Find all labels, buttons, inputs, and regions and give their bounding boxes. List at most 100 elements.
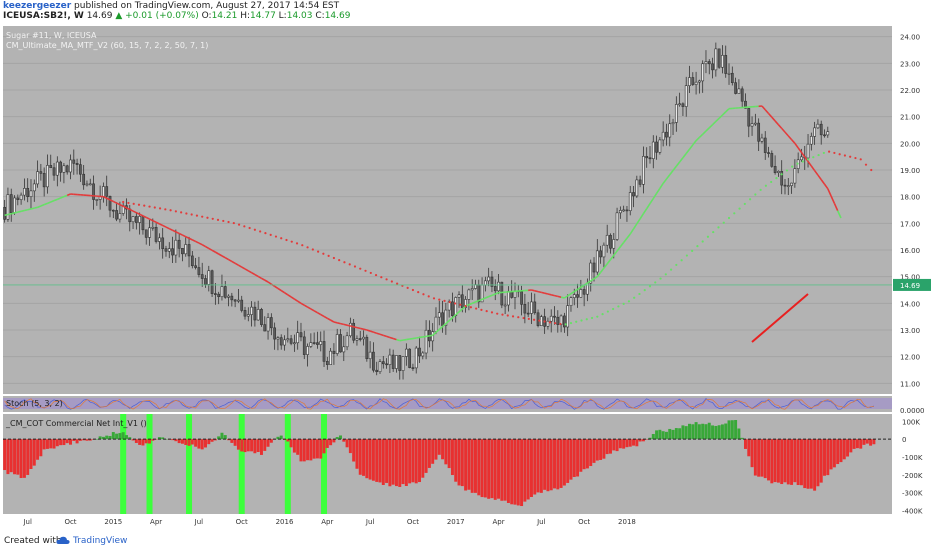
cot-bar: [793, 439, 797, 483]
cot-bar: [365, 439, 369, 479]
cot-bar: [562, 439, 566, 486]
candle-body: [352, 322, 356, 341]
candle-body: [566, 305, 570, 328]
candle: [148, 219, 151, 246]
candle: [563, 312, 566, 333]
cot-bar: [345, 439, 349, 448]
candle-body: [618, 210, 622, 214]
slow-ma-dot: [448, 301, 451, 304]
fast-ma-segment: [50, 199, 55, 203]
candle: [79, 158, 82, 182]
chart-area[interactable]: 24.00 23.00 22.00 21.00 20.00 19.00 18.00 17.00…: [0, 24, 932, 530]
price-axis-tick: 13.00: [900, 327, 920, 335]
candle: [105, 175, 109, 207]
cot-bar: [49, 439, 53, 449]
stoch-k-line: [4, 397, 875, 410]
fast-ma-segment: [162, 224, 167, 228]
candle: [174, 229, 178, 263]
slow-ma-dot: [327, 254, 330, 257]
cot-bar: [543, 439, 547, 490]
candle: [457, 291, 461, 308]
fast-ma-segment: [655, 187, 661, 194]
candle: [322, 330, 326, 367]
fast-ma-segment: [711, 120, 717, 126]
candle-body: [747, 108, 751, 127]
fast-ma-segment: [794, 142, 799, 149]
price-axis-tick: 21.00: [900, 114, 920, 122]
price-pane[interactable]: 24.00 23.00 22.00 21.00 20.00 19.00 18.00 17.00…: [3, 26, 931, 394]
candle-body: [753, 122, 757, 125]
fast-ma-segment: [820, 179, 826, 185]
candle-body: [322, 341, 326, 362]
cot-bar: [869, 439, 873, 446]
cot-bar: [39, 439, 43, 457]
fast-ma-segment: [422, 335, 427, 338]
candle-body: [635, 179, 639, 197]
cot-bar: [529, 439, 533, 497]
cot-bar: [569, 439, 573, 480]
price-axis-tick: 23.00: [900, 60, 920, 68]
fast-ma-segment: [37, 205, 42, 209]
candle: [289, 334, 293, 346]
slow-ma-dot: [606, 310, 609, 313]
candle: [39, 163, 43, 181]
slow-ma-dot: [132, 202, 135, 205]
candle-body: [694, 81, 698, 85]
candle: [339, 329, 342, 353]
cot-bar: [95, 439, 99, 440]
cot-bar: [213, 439, 217, 441]
fast-ma-segment: [475, 299, 480, 303]
slow-ma-dot: [422, 293, 425, 296]
fast-ma-segment: [313, 310, 318, 314]
cot-bar: [790, 439, 794, 485]
candle-body: [187, 244, 191, 257]
fast-ma-segment: [813, 170, 819, 176]
candle: [721, 45, 724, 74]
candle-body: [418, 347, 421, 357]
candle: [533, 293, 537, 315]
candle: [464, 296, 467, 313]
fast-ma-segment: [626, 233, 631, 239]
current-price-badge: [893, 278, 931, 291]
candle-body: [256, 309, 260, 321]
candle-body: [539, 316, 543, 326]
candle: [819, 120, 823, 145]
cot-bar: [154, 439, 158, 440]
fast-ma-segment: [122, 205, 127, 209]
slow-ma-dot: [427, 295, 430, 298]
fast-ma-segment: [178, 232, 183, 236]
fast-ma-segment: [392, 337, 397, 341]
fast-ma-segment: [412, 337, 417, 340]
cot-bar: [437, 439, 441, 455]
candle-body: [625, 209, 629, 212]
fast-ma-segment: [201, 243, 206, 248]
slow-ma-dot: [622, 302, 625, 305]
stoch-pane[interactable]: Stoch (5, 3, 2) 0.0000: [3, 396, 925, 415]
candle-body: [503, 304, 507, 307]
candle-body: [730, 72, 734, 83]
candle-body: [451, 301, 454, 316]
cot-bar: [240, 439, 244, 452]
candle-body: [204, 278, 207, 285]
author-link[interactable]: keezergeezer: [3, 1, 72, 11]
fast-ma-segment: [366, 329, 371, 332]
tradingview-link[interactable]: TradingView: [73, 536, 128, 546]
fast-ma-segment: [139, 213, 144, 217]
cot-bar: [803, 439, 807, 489]
cot-bar: [763, 439, 767, 479]
cot-bar: [78, 439, 82, 441]
candle: [385, 358, 388, 369]
fast-ma-segment: [646, 203, 651, 210]
candle: [724, 45, 728, 78]
candle-body: [579, 289, 583, 298]
cot-pane[interactable]: 100K 0 -100K -200K -300K -400K _CM_COT Commer…: [3, 414, 923, 515]
cot-bar: [668, 428, 672, 440]
candle-body: [200, 274, 204, 279]
fast-ma-segment: [274, 285, 279, 290]
candle: [194, 257, 197, 270]
candle: [727, 63, 731, 85]
cot-bar: [266, 439, 270, 447]
slow-ma-dot: [543, 320, 546, 323]
candle-body: [487, 276, 491, 282]
candle-body: [806, 143, 810, 159]
